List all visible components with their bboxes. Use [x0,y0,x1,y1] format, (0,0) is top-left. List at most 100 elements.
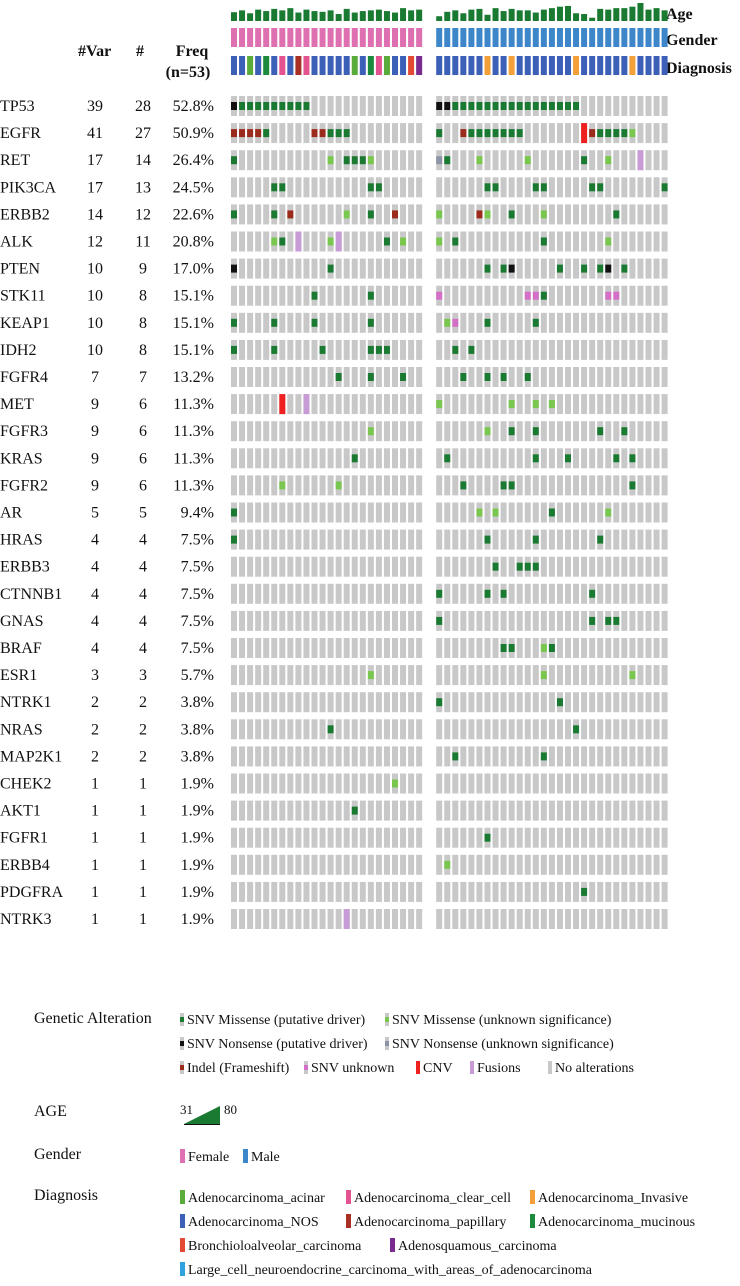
cell-empty [508,150,515,171]
cell-empty [532,204,539,225]
cell-empty [629,583,636,604]
cell-empty [392,312,398,333]
cell-empty [500,556,507,577]
cell-empty [661,746,668,767]
cell-empty [548,854,555,875]
cell-empty [484,150,491,171]
cell-empty [637,638,644,658]
cell-empty [319,583,326,604]
cell-empty [460,204,467,225]
cell-alteration [500,589,507,598]
cell-empty [383,394,390,415]
cell-empty [335,881,342,902]
cell-empty [279,448,286,469]
cell-empty [263,312,270,333]
sample-count: 1 [139,776,147,793]
gene-label: FGFR2 [0,477,48,494]
cell-empty [500,746,507,767]
cell-empty [637,502,644,523]
cell-empty [279,339,286,360]
cell-empty [556,583,563,604]
cell-empty [383,583,390,604]
cell-empty [468,367,475,387]
cell-empty [460,583,467,604]
cell-alteration [484,264,491,273]
cell-empty [540,827,547,848]
age-bar [605,9,612,21]
cell-alteration [436,129,443,138]
cell-empty [492,475,499,496]
cell-empty [351,529,358,550]
cell-empty [661,421,668,442]
gender-cell [271,28,278,47]
cell-empty [319,638,326,658]
gender-cell [621,28,628,47]
cell-empty [540,854,547,875]
cell-empty [613,421,620,442]
cell-empty [311,204,318,225]
cell-empty [516,854,523,875]
cell-empty [400,827,407,848]
cell-empty [565,529,571,550]
cell-empty [444,746,451,767]
legend-item-acinar: Adenocarcinoma_acinar [180,1190,325,1207]
var-count: 7 [91,369,99,386]
age-bar [436,16,443,21]
cell-empty [392,909,398,929]
gene-label: KRAS [0,450,43,467]
cell-alteration [303,102,310,110]
cell-empty [263,150,270,171]
cell-empty [436,312,443,333]
cell-empty [247,421,254,442]
cell-empty [351,231,358,252]
cell-empty [548,204,555,225]
cell-empty [597,610,604,631]
gender-cell [263,28,270,47]
cell-alteration [500,373,507,381]
cell-empty [343,421,350,442]
cell-empty [311,394,318,415]
cell-empty [295,421,302,442]
cell-empty [653,556,660,577]
cell-empty [605,773,612,794]
diagnosis-cell [548,56,555,75]
cell-empty [343,475,350,496]
cell-empty [637,204,644,225]
var-count: 1 [91,884,99,901]
cell-empty [303,800,310,821]
cell-empty [565,665,571,686]
cell-alteration [476,156,483,165]
cell-empty [573,231,580,252]
cell-alteration [524,156,531,165]
cell-empty [589,529,596,550]
cell-empty [637,909,644,929]
cell-empty [645,502,652,523]
cell-empty [247,692,254,713]
cell-empty [621,448,628,469]
cell-empty [540,773,547,794]
cell-empty [271,448,278,469]
cell-empty [367,746,374,767]
cell-empty [327,583,334,604]
cell-empty [637,448,644,469]
cell-empty [573,854,580,875]
gender-cell [400,28,407,47]
cell-empty [319,529,326,550]
cell-alteration [540,210,547,219]
cell-empty [581,909,588,929]
cell-empty [263,258,270,279]
cell-empty [573,556,580,577]
cell-empty [408,583,415,604]
cell-empty [327,448,334,469]
cell-alteration [524,291,531,300]
cell-alteration [327,129,334,138]
cell-empty [605,448,612,469]
cell-empty [645,800,652,821]
cell-empty [303,692,310,713]
var-count: 4 [91,532,99,549]
cell-empty [492,339,499,360]
gender-cell [239,28,246,47]
cell-empty [319,421,326,442]
cell-empty [295,773,302,794]
